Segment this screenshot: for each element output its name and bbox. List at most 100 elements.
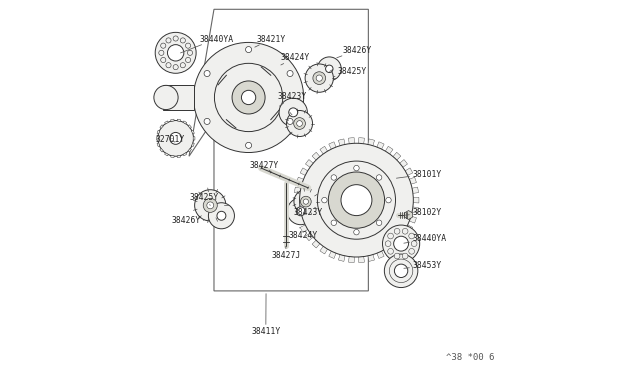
Wedge shape [296, 177, 304, 184]
Circle shape [287, 110, 312, 137]
Circle shape [154, 85, 178, 110]
Circle shape [294, 190, 318, 214]
Wedge shape [164, 153, 168, 156]
Circle shape [412, 241, 417, 247]
Circle shape [186, 43, 191, 48]
FancyBboxPatch shape [163, 85, 193, 110]
Text: 32701Y: 32701Y [156, 135, 185, 144]
Wedge shape [320, 146, 328, 154]
Circle shape [388, 233, 394, 239]
Wedge shape [294, 187, 301, 193]
Circle shape [403, 228, 408, 234]
Wedge shape [312, 240, 320, 248]
Circle shape [383, 225, 420, 262]
Wedge shape [183, 153, 187, 156]
Wedge shape [193, 137, 195, 140]
Wedge shape [348, 138, 355, 144]
Wedge shape [339, 254, 345, 262]
Wedge shape [412, 207, 419, 213]
Wedge shape [305, 160, 314, 168]
Circle shape [279, 98, 307, 126]
Wedge shape [329, 251, 336, 259]
Wedge shape [177, 119, 180, 122]
Circle shape [161, 43, 166, 48]
Wedge shape [404, 225, 413, 232]
Wedge shape [385, 246, 393, 254]
Circle shape [328, 172, 385, 228]
Circle shape [170, 132, 182, 144]
Circle shape [296, 207, 305, 216]
Circle shape [385, 241, 391, 247]
Wedge shape [296, 216, 304, 223]
Circle shape [317, 57, 341, 81]
Circle shape [217, 211, 226, 220]
Wedge shape [160, 148, 163, 152]
Circle shape [287, 70, 293, 77]
Circle shape [297, 121, 303, 126]
Wedge shape [188, 125, 191, 128]
Wedge shape [392, 152, 401, 161]
Wedge shape [171, 155, 174, 158]
Circle shape [246, 142, 252, 148]
Wedge shape [377, 142, 384, 150]
Circle shape [331, 220, 337, 225]
Circle shape [289, 108, 298, 117]
Circle shape [341, 185, 372, 216]
Wedge shape [385, 146, 393, 154]
Wedge shape [312, 152, 320, 161]
Circle shape [166, 62, 171, 68]
Wedge shape [339, 139, 345, 146]
Circle shape [173, 36, 179, 41]
Text: 38424Y: 38424Y [289, 228, 317, 240]
Wedge shape [392, 240, 401, 248]
Text: 38427J: 38427J [271, 246, 301, 260]
Wedge shape [320, 246, 328, 254]
Circle shape [331, 175, 337, 180]
Circle shape [195, 190, 226, 221]
Text: 38427Y: 38427Y [250, 161, 278, 172]
Circle shape [305, 64, 333, 92]
Wedge shape [368, 254, 374, 262]
Wedge shape [191, 130, 195, 134]
Wedge shape [157, 143, 160, 147]
Circle shape [241, 90, 256, 105]
Circle shape [234, 85, 258, 110]
Circle shape [232, 81, 265, 114]
Wedge shape [348, 256, 355, 263]
Wedge shape [305, 232, 314, 241]
Wedge shape [404, 168, 413, 176]
Circle shape [204, 118, 210, 125]
Circle shape [303, 199, 308, 204]
Wedge shape [329, 142, 336, 150]
Wedge shape [409, 177, 417, 184]
Circle shape [394, 264, 408, 278]
Circle shape [354, 230, 359, 235]
Circle shape [180, 38, 186, 43]
Circle shape [214, 63, 283, 132]
Circle shape [326, 65, 333, 73]
Circle shape [156, 32, 196, 73]
Text: 38101Y: 38101Y [396, 170, 442, 179]
Circle shape [168, 45, 184, 61]
Wedge shape [164, 121, 168, 124]
Text: 38440YA: 38440YA [404, 234, 446, 243]
Circle shape [209, 203, 234, 229]
Wedge shape [300, 168, 308, 176]
Text: 38423Y: 38423Y [294, 205, 323, 217]
Circle shape [186, 57, 191, 62]
Text: 38426Y: 38426Y [172, 216, 204, 225]
Wedge shape [183, 121, 187, 124]
Circle shape [354, 166, 359, 171]
Circle shape [300, 143, 413, 257]
Text: 38423Y: 38423Y [277, 92, 307, 106]
Text: 38425Y: 38425Y [189, 193, 218, 205]
Circle shape [394, 253, 400, 259]
Text: 38440YA: 38440YA [180, 35, 233, 53]
Wedge shape [177, 155, 180, 158]
Wedge shape [413, 197, 419, 203]
Circle shape [180, 62, 186, 68]
Wedge shape [368, 139, 374, 146]
Circle shape [188, 50, 193, 55]
Wedge shape [294, 207, 301, 213]
Circle shape [409, 248, 415, 254]
